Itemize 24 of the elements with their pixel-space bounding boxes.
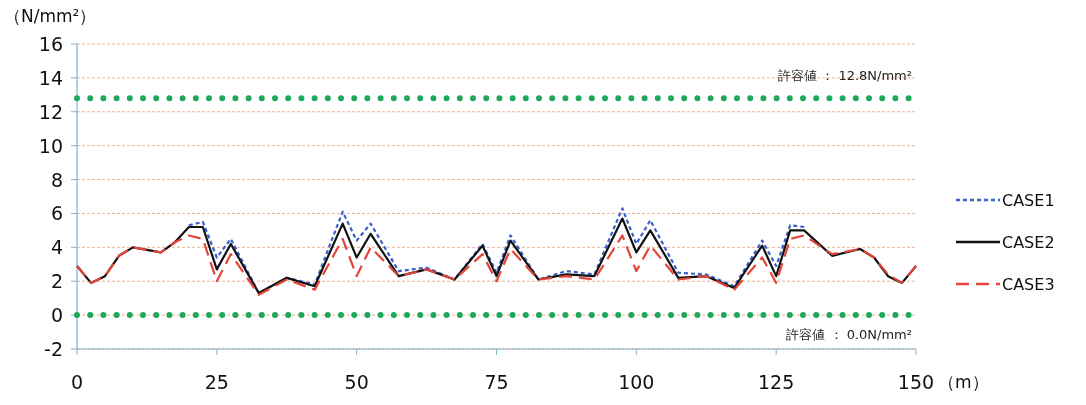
legend-label: CASE1 [1002, 191, 1055, 210]
y-tick-label: -2 [44, 338, 63, 360]
x-tick-label: 150 [897, 371, 935, 393]
y-axis-title: （N/mm²） [4, 6, 97, 26]
x-tick-label: 50 [344, 371, 369, 393]
y-tick-label: 12 [38, 100, 63, 123]
ref-line-label: 許容値 ： 12.8N/mm² [778, 68, 912, 84]
ref-line-label: 許容値 ： 0.0N/mm² [786, 327, 912, 343]
y-tick-label: 6 [50, 202, 63, 225]
x-tick-label: 100 [618, 371, 655, 393]
legend-label: CASE3 [1002, 275, 1055, 294]
x-tick-label: 125 [758, 371, 795, 393]
x-tick-label: 0 [70, 371, 84, 393]
legend-label: CASE2 [1002, 233, 1055, 252]
y-tick-label: 8 [50, 168, 63, 191]
y-tick-label: 14 [38, 66, 63, 89]
y-tick-label: 10 [38, 134, 63, 157]
y-tick-label: 0 [50, 304, 63, 327]
x-tick-label: 75 [484, 371, 509, 393]
x-axis-title: （m） [938, 372, 989, 392]
y-tick-label: 16 [38, 33, 63, 55]
y-tick-label: 4 [50, 236, 63, 259]
x-tick-label: 25 [204, 371, 229, 393]
y-tick-label: 2 [50, 270, 63, 293]
